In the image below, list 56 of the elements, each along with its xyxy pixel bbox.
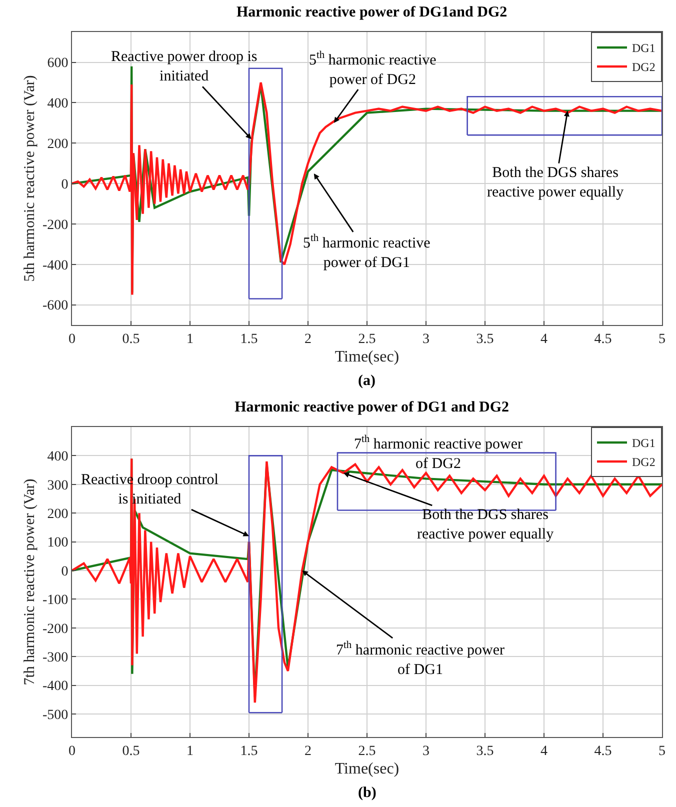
legend-label: DG1 [632, 436, 656, 450]
x-tick-label: 2 [304, 332, 312, 347]
chart-title: Harmonic reactive power of DG1and DG2 [236, 4, 508, 20]
annotation: 5$^{th}$ harmonic reactive power of DG2 [309, 50, 437, 88]
x-tick-label: 3.5 [476, 744, 494, 759]
y-tick-label: -200 [42, 218, 68, 233]
y-tick-label: -600 [42, 298, 68, 314]
x-axis-title: Time(sec) [334, 760, 400, 778]
y-tick-label: 100 [47, 536, 68, 551]
x-tick-label: 5 [658, 744, 666, 759]
x-tick-label: 4.5 [594, 744, 612, 759]
y-tick-label: 300 [47, 478, 68, 494]
x-tick-label: 0.5 [122, 744, 140, 759]
y-tick-label: 400 [47, 96, 68, 112]
legend-label: DG2 [632, 455, 656, 470]
y-axis-title: 5th harmonic reactive power (Var) [22, 75, 38, 282]
y-tick-label: -400 [42, 258, 68, 274]
y-tick-label: -200 [42, 622, 68, 637]
x-axis-title: Time(sec) [334, 348, 400, 366]
x-tick-label: 2 [304, 744, 312, 759]
y-tick-label: -500 [42, 708, 68, 723]
legend-label: DG2 [632, 60, 656, 74]
annotation: Reactive power droop is initiated [111, 49, 258, 84]
y-tick-label: -300 [42, 650, 68, 666]
y-tick-label: -400 [42, 679, 68, 694]
y-tick-label: 200 [47, 507, 68, 522]
x-tick-label: 0.5 [122, 332, 140, 347]
y-tick-label: 200 [47, 137, 68, 152]
text: (a) [358, 373, 376, 389]
x-tick-label: 1.5 [240, 744, 258, 759]
chart-title: Harmonic reactive power of DG1 and DG2 [234, 400, 510, 416]
text: (b) [358, 785, 376, 801]
x-tick-label: 3 [422, 332, 430, 347]
y-tick-label: -100 [42, 593, 68, 608]
annotation: 7$^{th}$ harmonic reactive power of DG2 [354, 434, 523, 472]
x-tick-label: 2.5 [358, 332, 376, 347]
x-tick-label: 4.5 [594, 332, 612, 347]
x-tick-label: 3 [422, 744, 430, 759]
x-tick-label: 2.5 [358, 744, 376, 759]
x-tick-label: 1.5 [240, 332, 258, 347]
annotation: 7$^{th}$ harmonic reactive power of DG1 [336, 640, 505, 678]
x-tick-label: 4 [540, 744, 548, 759]
x-tick-label: 1 [186, 744, 194, 759]
x-tick-label: 5 [658, 332, 666, 347]
y-axis-title: 7th harmonic reactive power (Var) [22, 478, 38, 686]
x-tick-label: 3.5 [476, 332, 494, 347]
annotation: 5$^{th}$ harmonic reactive power of DG1 [303, 233, 431, 271]
legend-label: DG1 [632, 41, 656, 56]
y-tick-label: 0 [61, 177, 68, 192]
x-tick-label: 4 [540, 332, 548, 347]
annotation: Both the DGS shares reactive power equally [487, 165, 624, 200]
y-tick-label: 600 [47, 56, 68, 72]
y-tick-label: 400 [47, 450, 68, 465]
x-tick-label: 1 [186, 332, 194, 347]
annotation: Both the DGS shares reactive power equally [417, 507, 554, 542]
y-tick-label: 0 [61, 564, 68, 580]
